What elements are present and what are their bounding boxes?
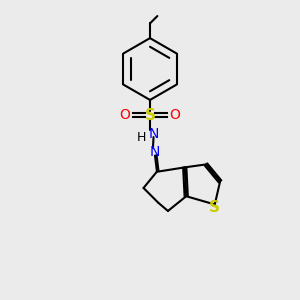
- Text: O: O: [119, 108, 130, 122]
- Text: N: N: [150, 145, 160, 159]
- Text: S: S: [209, 200, 220, 215]
- Text: H: H: [136, 130, 146, 143]
- Text: O: O: [170, 108, 181, 122]
- Text: S: S: [145, 108, 155, 123]
- Text: N: N: [148, 127, 159, 140]
